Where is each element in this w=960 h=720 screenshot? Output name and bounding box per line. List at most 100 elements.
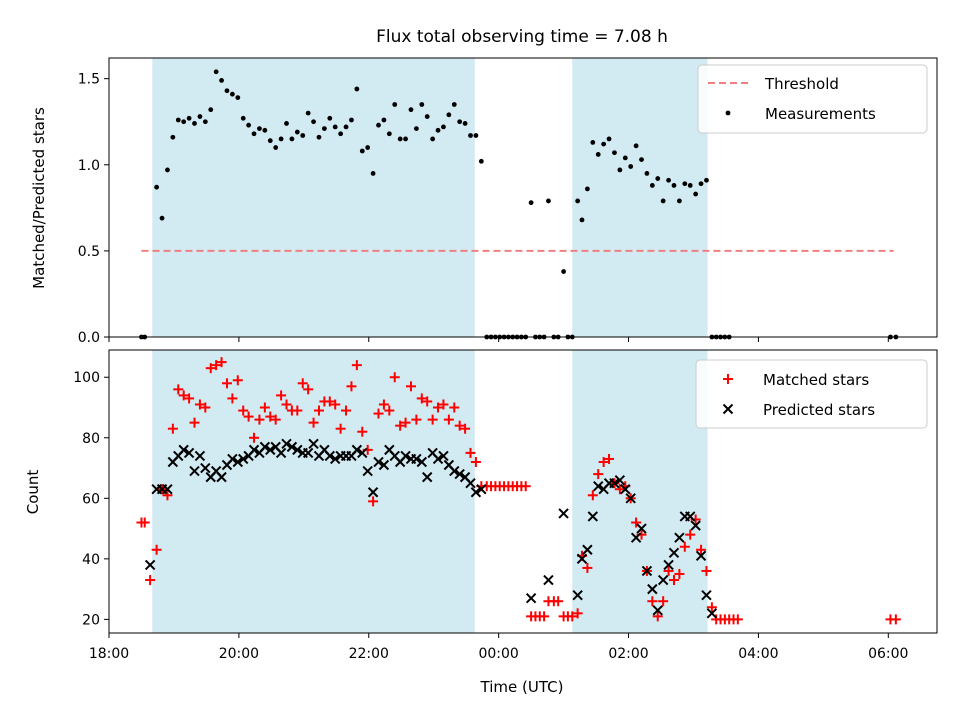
matched-star-point — [433, 402, 444, 413]
predicted-star-point — [302, 447, 314, 459]
matched-star-point — [614, 484, 625, 495]
matched-star-point — [460, 423, 471, 434]
bottom-x-tick-label: 00:00 — [478, 646, 518, 662]
measurement-point — [633, 143, 639, 149]
measurement-point — [289, 136, 295, 142]
measurement-point — [639, 157, 644, 163]
measurement-point — [175, 117, 181, 123]
measurement-point — [186, 115, 192, 121]
bottom-x-tick-label: 22:00 — [349, 646, 389, 662]
measurement-point — [332, 124, 338, 130]
measurement-point — [159, 215, 165, 221]
measurement-point — [349, 117, 354, 123]
matched-star-point — [696, 544, 707, 555]
measurement-point — [628, 164, 634, 169]
observing-interval-band — [152, 350, 475, 633]
predicted-star-point — [706, 608, 718, 619]
matched-star-point — [184, 393, 195, 404]
predicted-star-point — [367, 487, 379, 498]
measurement-point — [671, 183, 677, 188]
top-y-ticks: 0.0 0.5 1.0 1.5 — [78, 72, 109, 346]
matched-star-point — [438, 399, 449, 410]
bottom-y-tick-label: 20 — [82, 612, 100, 628]
measurement-point — [170, 134, 176, 140]
top-y-tick-label: 1.0 — [78, 158, 100, 174]
predicted-star-point — [647, 583, 658, 595]
matched-star-point — [567, 611, 578, 622]
matched-star-point — [395, 420, 406, 431]
top-legend: Threshold Measurements — [697, 64, 928, 134]
measurement-point — [321, 126, 327, 132]
matched-star-point — [668, 575, 679, 586]
measurement-point — [197, 114, 203, 119]
observing-interval-band — [572, 58, 708, 337]
predicted-star-point — [227, 453, 238, 465]
matched-star-point — [443, 414, 454, 425]
matched-star-point — [211, 360, 222, 371]
predicted-star-point — [525, 592, 537, 604]
matched-star-point — [139, 517, 150, 528]
observing-interval-band — [152, 58, 475, 337]
predicted-star-point — [194, 450, 206, 462]
measurement-point — [386, 131, 392, 137]
matched-star-point — [145, 575, 156, 586]
matched-star-point — [663, 565, 674, 576]
matched-star-point — [658, 596, 669, 607]
matched-star-point — [631, 517, 642, 528]
count-panel: 20 40 60 80 100 18:00 20:00 22:00 00:00 02:00 04:… — [24, 349, 938, 696]
measurement-point — [655, 176, 661, 181]
predicted-star-point — [144, 559, 156, 571]
measurement-point — [365, 145, 371, 150]
measurement-point — [219, 77, 224, 83]
predicted-star-point — [400, 450, 411, 462]
measurement-point — [579, 217, 585, 223]
measurement-point — [682, 181, 688, 187]
matched-star-point — [151, 544, 162, 555]
predicted-star-point — [308, 438, 319, 450]
matched-star-point — [292, 405, 303, 416]
matched-star-point — [341, 405, 352, 416]
matched-star-point — [593, 469, 604, 480]
legend-matched-swatch — [723, 374, 733, 384]
predicted-star-point — [422, 471, 433, 483]
predicted-star-point — [609, 477, 620, 489]
matched-star-point — [216, 357, 227, 368]
matched-star-point — [465, 447, 476, 458]
matched-star-point — [647, 596, 658, 607]
predicted-star-point — [330, 453, 341, 465]
measurement-point — [473, 133, 479, 138]
measurement-point — [561, 269, 566, 274]
measurement-point — [419, 102, 425, 107]
measurement-point — [693, 191, 699, 197]
measurement-point — [617, 167, 623, 173]
matched-star-point — [373, 408, 384, 419]
matched-star-point — [416, 393, 427, 404]
matched-star-point — [470, 456, 481, 467]
measurement-point — [590, 139, 596, 145]
measurement-point — [660, 198, 666, 204]
matched-star-point — [674, 568, 685, 579]
measurement-point — [392, 102, 398, 107]
matched-star-point — [254, 414, 265, 425]
matched-star-point — [330, 399, 341, 410]
matched-star-point — [357, 426, 368, 437]
top-shaded-intervals — [152, 58, 708, 337]
predicted-star-point — [663, 559, 674, 571]
measurement-point — [595, 152, 601, 157]
matched-star-point — [232, 375, 243, 386]
matched-star-point — [243, 411, 254, 422]
predicted-star-point — [652, 605, 663, 616]
measurement-point — [381, 117, 387, 123]
matched-star-point — [422, 396, 433, 407]
measurement-point — [229, 91, 235, 97]
measurement-point — [267, 138, 273, 144]
matched-star-point — [313, 405, 324, 416]
measurement-point — [677, 198, 682, 204]
matched-star-point — [539, 611, 550, 622]
matched-star-point — [520, 481, 531, 492]
measurement-point — [457, 119, 463, 125]
predicted-star-point — [625, 493, 636, 504]
predicted-star-point — [614, 474, 626, 486]
measurement-point — [354, 86, 360, 92]
